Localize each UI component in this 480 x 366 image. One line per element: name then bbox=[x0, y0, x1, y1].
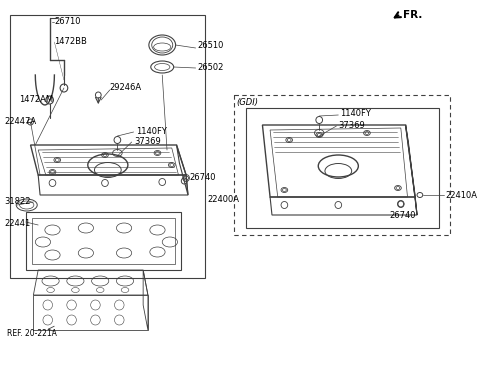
Bar bbox=[234, 95, 450, 235]
Text: 29246A: 29246A bbox=[110, 83, 142, 93]
Text: 37369: 37369 bbox=[134, 138, 161, 146]
Text: 22441: 22441 bbox=[5, 219, 31, 228]
Text: 22400A: 22400A bbox=[207, 195, 239, 205]
Text: FR.: FR. bbox=[403, 10, 422, 20]
Text: 22410A: 22410A bbox=[445, 190, 478, 199]
Text: 37369: 37369 bbox=[338, 120, 365, 130]
Text: 1140FY: 1140FY bbox=[340, 109, 371, 119]
Text: 26740: 26740 bbox=[189, 173, 216, 183]
Text: 26510: 26510 bbox=[198, 41, 224, 51]
Text: (GDI): (GDI) bbox=[237, 98, 259, 108]
Text: 1472BB: 1472BB bbox=[54, 37, 87, 46]
Text: 1472AM: 1472AM bbox=[19, 96, 53, 105]
Text: 26502: 26502 bbox=[198, 63, 224, 71]
Text: REF. 20-221A: REF. 20-221A bbox=[7, 329, 57, 337]
Text: 1140FY: 1140FY bbox=[136, 127, 168, 137]
Text: 22447A: 22447A bbox=[5, 117, 37, 127]
Text: 26740: 26740 bbox=[389, 210, 416, 220]
Text: 31822: 31822 bbox=[5, 198, 31, 206]
Text: 26710: 26710 bbox=[54, 18, 81, 26]
